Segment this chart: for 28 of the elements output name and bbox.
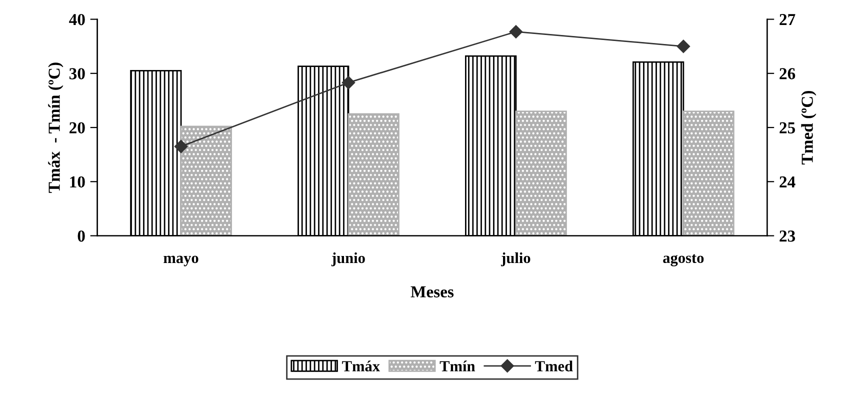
y-tick-label: 30 [69,68,85,80]
y2-tick-label: 24 [780,176,796,188]
bar [348,113,400,236]
bar [515,110,567,236]
x-tick-label: julio [500,252,530,266]
y-tick-label: 20 [70,122,85,134]
y-tick-label: 0 [78,230,85,242]
x-tick-label: mayo [164,256,198,266]
y-tick-label: 40 [69,14,85,26]
bar [682,110,734,236]
x-tick-label: agosto [663,254,704,266]
y2-tick-label: 27 [780,14,796,26]
y2-tick-label: 25 [780,122,796,134]
x-axis-title: Meses [410,286,454,298]
point [174,140,188,154]
y2-tick-label: 26 [780,68,796,80]
point [342,76,356,90]
y2-axis-title: Tmed (ºC) [801,91,816,164]
x-tick-label: junio [331,252,365,266]
point [509,25,523,38]
legend-label: Tmáx [342,360,380,372]
y2-tick-label: 23 [780,230,796,242]
legend-label: Tmed [535,360,573,372]
point [676,40,690,53]
legend-label: Tmín [440,360,476,372]
bar [180,126,232,236]
y-axis-title: Tmáx - Tmín (ºC) [48,62,64,193]
y-tick-label: 10 [70,176,85,188]
